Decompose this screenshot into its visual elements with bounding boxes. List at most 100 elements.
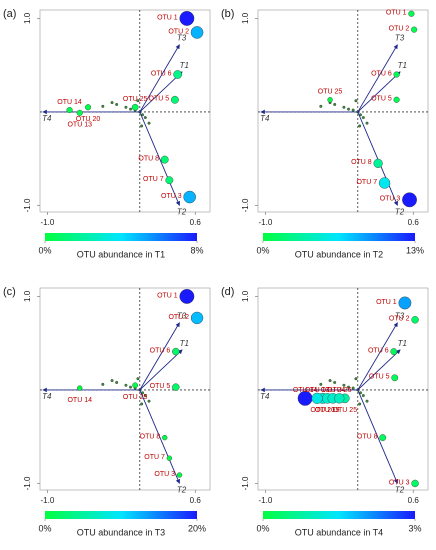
sample-point [342, 105, 346, 109]
sample-point [319, 104, 323, 108]
otu-point [66, 107, 73, 114]
sample-point [347, 385, 350, 389]
y-tick-label: 1.0 [23, 12, 32, 24]
sample-point [129, 107, 132, 111]
panel-label: (c) [3, 286, 16, 298]
colorbar-tick-label: 0% [256, 245, 269, 255]
otu-point [166, 455, 173, 461]
vector-arrow [139, 349, 183, 391]
vector-label: T3 [177, 34, 187, 43]
colorbar-tick-label: 0% [256, 523, 269, 533]
otu-point [327, 97, 333, 103]
y-tick-label: -1.0 [23, 198, 32, 212]
colorbar-tick-label: 13% [406, 245, 424, 255]
vector-arrow [357, 322, 398, 391]
x-tick-label: -1.0 [40, 496, 54, 505]
sample-point [140, 402, 144, 406]
sample-point [140, 124, 144, 128]
sample-point [354, 99, 358, 103]
otu-point [183, 190, 196, 204]
y-tick-label: 1.0 [23, 290, 32, 302]
otu-label: OTU 2 [168, 28, 189, 35]
sample-point [333, 103, 337, 106]
otu-label: OTU 13 [305, 387, 330, 394]
otu-point [172, 347, 180, 356]
vector-arrow [139, 389, 180, 484]
otu-label: OTU 25 [318, 89, 343, 96]
otu-label: OTU 6 [371, 70, 392, 77]
y-tick-label: 1.0 [241, 290, 250, 302]
sample-point [124, 105, 128, 109]
sample-point [351, 386, 355, 390]
x-tick-label: -1.0 [258, 496, 272, 505]
colorbar-label: OTU abundance in T3 [77, 527, 165, 537]
colorbar [45, 511, 197, 519]
vector-label: T3 [177, 312, 187, 321]
otu-point [176, 472, 183, 478]
otu-label: OTU 5 [149, 96, 170, 103]
panel-label: (d) [221, 286, 234, 298]
otu-point [402, 192, 417, 208]
y-tick-label: 1.0 [241, 12, 250, 24]
sample-point [342, 383, 346, 387]
otu-label: OTU 25 [123, 394, 148, 401]
otu-point [398, 296, 412, 310]
vector-label: T4 [260, 114, 270, 123]
vector-arrow [139, 71, 183, 113]
otu-label: OTU 6 [150, 347, 171, 354]
plot-frame [39, 287, 211, 491]
colorbar [263, 233, 415, 241]
vector-label: T1 [180, 339, 189, 348]
vector-arrow [357, 389, 398, 484]
otu-point [411, 26, 418, 33]
otu-point [132, 382, 139, 389]
sample-point [147, 121, 151, 125]
otu-point [131, 103, 139, 111]
otu-label: OTU 3 [389, 479, 410, 486]
otu-label: OTU 2 [389, 316, 410, 323]
vector-label: T2 [395, 486, 405, 495]
otu-point [77, 385, 83, 391]
vector-label: T1 [398, 339, 407, 348]
otu-point [408, 10, 415, 17]
otu-label: OTU 1 [157, 292, 178, 299]
panel-label: (b) [221, 8, 234, 20]
vector-arrow [139, 111, 180, 206]
colorbar-label: OTU abundance in T2 [295, 249, 383, 259]
vector-label: T3 [395, 312, 405, 321]
sample-point [101, 104, 105, 108]
x-tick-label: -1.0 [258, 218, 272, 227]
colorbar [263, 511, 415, 519]
otu-label: OTU 8 [138, 155, 159, 162]
x-tick-label: 0.6 [190, 218, 202, 227]
sample-point [361, 116, 365, 119]
otu-label: OTU 25 [123, 96, 148, 103]
sample-point [124, 383, 128, 387]
otu-point [393, 71, 400, 78]
sample-point [358, 124, 362, 128]
otu-point [390, 348, 398, 355]
otu-point [373, 158, 383, 168]
otu-point [160, 155, 169, 164]
otu-label: OTU 2 [389, 25, 410, 32]
otu-point [393, 96, 400, 103]
otu-label: OTU 5 [150, 383, 171, 390]
sample-point [361, 394, 365, 397]
plot-frame [39, 9, 211, 213]
otu-label: OTU 8 [351, 159, 372, 166]
x-tick-label: 0.6 [408, 218, 420, 227]
otu-label: OTU 6 [151, 70, 172, 77]
otu-point [334, 393, 345, 404]
otu-label: OTU 19 [315, 407, 340, 414]
sample-point [365, 399, 369, 403]
vector-label: T3 [395, 34, 405, 43]
sample-point [143, 116, 147, 119]
y-tick-label: -1.0 [23, 476, 32, 490]
otu-point [84, 104, 92, 111]
vector-arrow [357, 111, 398, 206]
otu-point [165, 176, 174, 185]
plot-frame [257, 287, 429, 491]
otu-point [76, 109, 83, 116]
x-tick-label: -1.0 [40, 218, 54, 227]
